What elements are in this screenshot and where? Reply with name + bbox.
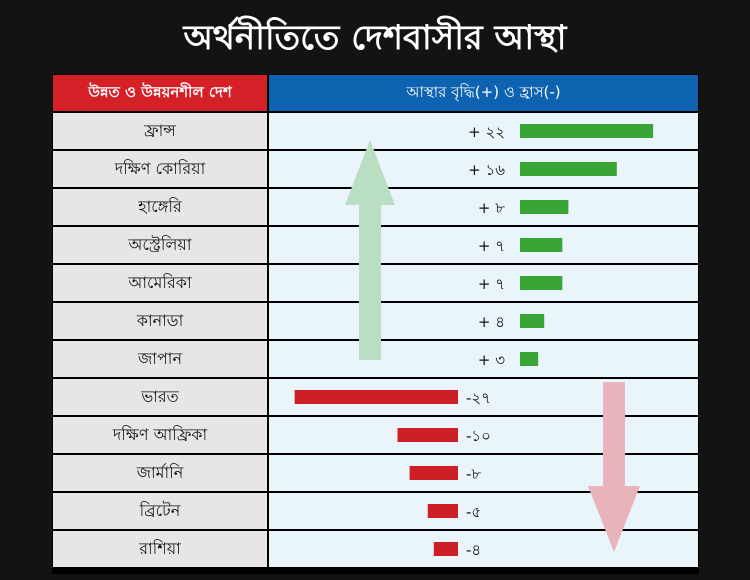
- table-row: জার্মানি: [53, 455, 698, 491]
- country-name: দক্ষিণ কোরিয়া: [53, 151, 267, 187]
- table-row: ফ্রান্স: [53, 113, 698, 149]
- table-row: আমেরিকা: [53, 265, 698, 301]
- change-cell: [269, 303, 698, 339]
- table-row: হাঙ্গেরি: [53, 189, 698, 225]
- table-row: দক্ষিণ কোরিয়া: [53, 151, 698, 187]
- header-countries: উন্নত ও উন্নয়নশীল দেশ: [53, 75, 267, 111]
- country-name: জার্মানি: [53, 455, 267, 491]
- change-cell: [269, 227, 698, 263]
- country-name: দক্ষিণ আফ্রিকা: [53, 417, 267, 453]
- table-row: ব্রিটেন: [53, 493, 698, 529]
- change-cell: [269, 151, 698, 187]
- country-name: রাশিয়া: [53, 531, 267, 567]
- country-name: ফ্রান্স: [53, 113, 267, 149]
- country-name: আমেরিকা: [53, 265, 267, 301]
- table-rows: ফ্রান্স দক্ষিণ কোরিয়া হাঙ্গেরি অস্ট্রেলিয়…: [53, 113, 698, 569]
- header-change: আস্থার বৃদ্ধি(+) ও হ্রাস(-): [269, 75, 698, 111]
- change-cell: [269, 455, 698, 491]
- country-name: অস্ট্রেলিয়া: [53, 227, 267, 263]
- change-cell: [269, 417, 698, 453]
- country-name: ভারত: [53, 379, 267, 415]
- country-name: কানাডা: [53, 303, 267, 339]
- change-cell: [269, 189, 698, 225]
- data-table: উন্নত ও উন্নয়নশীল দেশ আস্থার বৃদ্ধি(+) …: [52, 74, 699, 574]
- change-cell: [269, 341, 698, 377]
- page-title: অর্থনীতিতে দেশবাসীর আস্থা: [183, 18, 567, 58]
- table-row: কানাডা: [53, 303, 698, 339]
- change-cell: [269, 113, 698, 149]
- country-name: জাপান: [53, 341, 267, 377]
- table-row: জাপান: [53, 341, 698, 377]
- change-cell: [269, 493, 698, 529]
- country-name: হাঙ্গেরি: [53, 189, 267, 225]
- table-row: দক্ষিণ আফ্রিকা: [53, 417, 698, 453]
- country-name: ব্রিটেন: [53, 493, 267, 529]
- change-cell: [269, 265, 698, 301]
- change-cell: [269, 379, 698, 415]
- change-cell: [269, 531, 698, 567]
- table-row: ভারত: [53, 379, 698, 415]
- table-row: রাশিয়া: [53, 531, 698, 567]
- table-row: অস্ট্রেলিয়া: [53, 227, 698, 263]
